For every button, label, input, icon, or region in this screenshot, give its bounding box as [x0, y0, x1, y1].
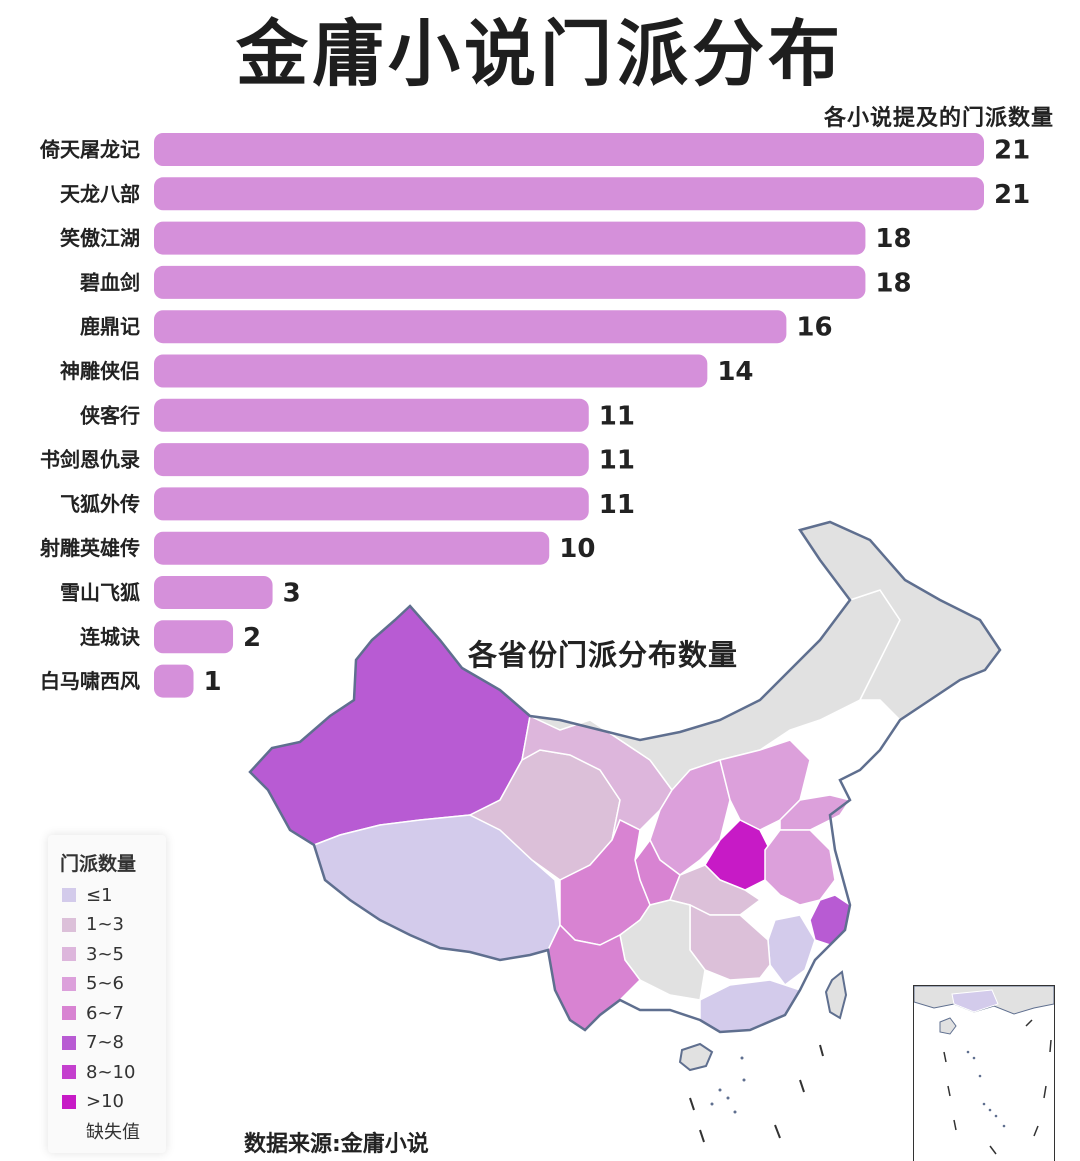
legend-swatch — [62, 976, 76, 991]
bar-天龙八部 — [154, 177, 984, 211]
bar-书剑恩仇录 — [154, 443, 589, 477]
hainan-island — [678, 1042, 714, 1072]
legend-swatch — [62, 888, 76, 902]
map-legend: 门派数量 ≤1 1~3 3~5 5~6 6~7 7~8 8~10 >10 缺失值 — [48, 835, 166, 1153]
legend-swatch — [62, 1124, 76, 1138]
inset-dashes — [943, 1019, 1052, 1155]
legend-item: 7~8 — [62, 1031, 124, 1055]
category-label: 倚天屠龙记 — [39, 138, 140, 162]
bar-碧血剑 — [154, 265, 866, 299]
category-label: 笑傲江湖 — [60, 226, 140, 250]
legend-swatch — [62, 1006, 76, 1020]
legend-item: 1~3 — [62, 913, 124, 937]
legend-item: 8~10 — [62, 1060, 135, 1084]
legend-label: ≤1 — [86, 884, 113, 906]
legend-label: 7~8 — [86, 1032, 124, 1053]
province-ningxia-shaanxi — [649, 759, 731, 876]
legend-swatch — [62, 947, 76, 961]
legend-label: 6~7 — [86, 1002, 124, 1024]
bar-神雕侠侣 — [154, 354, 708, 388]
bar-chart-subtitle: 各小说提及的门派数量 — [823, 106, 1054, 131]
category-label: 射雕英雄传 — [39, 536, 140, 560]
legend-label: 3~5 — [86, 943, 124, 965]
province-jiangsu-anhui — [764, 829, 836, 906]
bar-雪山飞狐 — [154, 576, 273, 609]
value-label: 10 — [559, 534, 595, 564]
province-shandong — [779, 794, 852, 831]
value-label: 3 — [283, 579, 301, 609]
legend-swatch — [62, 917, 76, 932]
legend-item: 6~7 — [62, 1001, 124, 1025]
legend-swatch — [62, 1035, 76, 1050]
category-label: 白马啸西风 — [40, 669, 140, 693]
value-label: 2 — [243, 623, 261, 653]
page-title: 金庸小说门派分布 — [235, 11, 844, 96]
category-label: 侠客行 — [80, 403, 140, 427]
legend-swatch — [62, 1094, 76, 1109]
legend-item: 3~5 — [62, 942, 124, 966]
data-source: 数据来源:金庸小说 — [244, 1132, 429, 1157]
legend-item: >10 — [62, 1090, 124, 1114]
inset-hainan — [939, 1017, 957, 1035]
province-guangdong — [699, 979, 802, 1033]
bar-白马啸西风 — [154, 664, 194, 698]
value-label: 11 — [599, 490, 635, 520]
province-zhejiang — [809, 894, 851, 946]
value-label: 1 — [204, 667, 222, 697]
category-label: 神雕侠侣 — [60, 359, 140, 383]
legend-item: ≤1 — [62, 883, 113, 907]
bar-侠客行 — [154, 398, 589, 432]
bar-鹿鼎记 — [154, 310, 787, 344]
value-label: 11 — [599, 401, 635, 431]
category-label: 连城诀 — [80, 625, 141, 649]
value-label: 11 — [599, 446, 635, 476]
value-label: 18 — [875, 268, 911, 298]
legend-label: >10 — [86, 1091, 124, 1112]
value-label: 16 — [796, 313, 832, 343]
value-label: 21 — [994, 180, 1030, 210]
bar-飞狐外传 — [154, 487, 589, 521]
legend-item: 5~6 — [62, 972, 124, 996]
category-label: 书剑恩仇录 — [40, 448, 140, 472]
legend-label: 1~3 — [86, 914, 124, 935]
category-label: 飞狐外传 — [60, 492, 140, 516]
map-title: 各省份门派分布数量 — [468, 638, 739, 672]
bar-射雕英雄传 — [154, 531, 550, 565]
bar-倚天屠龙记 — [154, 133, 984, 166]
legend-label: 8~10 — [86, 1061, 136, 1083]
value-label: 18 — [875, 224, 911, 254]
legend-item: 缺失值 — [62, 1119, 140, 1143]
bar-笑傲江湖 — [154, 221, 866, 255]
category-label: 鹿鼎记 — [80, 315, 140, 339]
category-label: 雪山飞狐 — [60, 581, 140, 605]
inset-islands — [966, 1050, 1006, 1128]
south-sea-dots — [710, 1056, 746, 1114]
category-label: 天龙八部 — [60, 182, 140, 206]
bar-连城诀 — [154, 620, 234, 654]
taiwan-island — [824, 970, 848, 1020]
legend-title: 门派数量 — [60, 853, 137, 875]
value-label: 21 — [994, 136, 1030, 166]
china-outline — [248, 520, 1002, 1034]
south-china-sea-inset — [913, 985, 1055, 1161]
legend-swatch — [62, 1065, 76, 1079]
legend-label: 5~6 — [86, 973, 124, 994]
south-sea-dashes — [689, 1044, 824, 1143]
category-label: 碧血剑 — [79, 270, 140, 294]
value-label: 14 — [717, 357, 753, 387]
legend-label: 缺失值 — [86, 1122, 140, 1143]
inset-guangdong — [951, 989, 999, 1013]
